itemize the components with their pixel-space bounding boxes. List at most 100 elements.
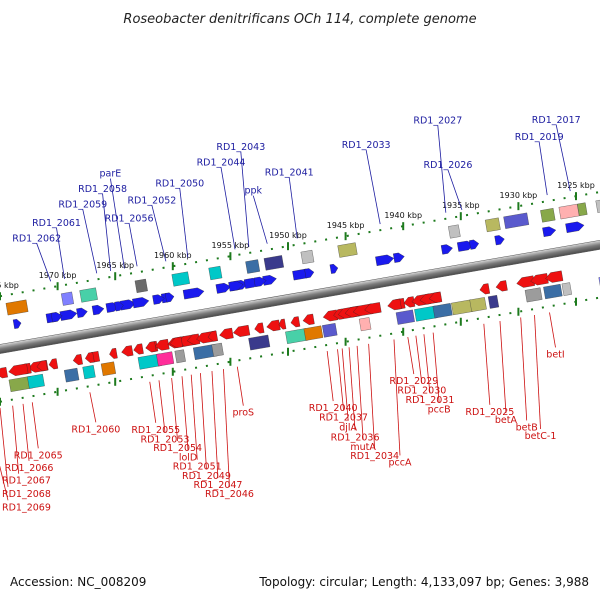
- forward-cds-arrow[interactable]: [50, 311, 63, 323]
- reverse-cds-arrow[interactable]: [154, 338, 170, 351]
- forward-gene-label[interactable]: RD1_2044: [197, 157, 246, 168]
- forward-gene-label[interactable]: RD1_2059: [58, 199, 107, 210]
- reverse-cds-arrow[interactable]: [48, 358, 59, 370]
- reverse-cds-arrow[interactable]: [186, 333, 201, 346]
- forward-cds-arrow[interactable]: [182, 287, 205, 300]
- reverse-gene-label[interactable]: RD1_2049: [182, 471, 231, 482]
- reverse-feature-box[interactable]: [487, 295, 500, 309]
- reverse-cds-arrow[interactable]: [109, 348, 118, 359]
- reverse-feature-box[interactable]: [358, 317, 372, 332]
- reverse-gene-label[interactable]: RD1_2030: [397, 386, 446, 397]
- reverse-cds-arrow[interactable]: [0, 367, 8, 379]
- forward-feature-box[interactable]: [5, 299, 29, 316]
- reverse-feature-box[interactable]: [64, 367, 80, 383]
- reverse-gene-label[interactable]: RD1_2051: [173, 462, 222, 473]
- reverse-cds-arrow[interactable]: [133, 343, 144, 355]
- forward-feature-box[interactable]: [558, 203, 580, 220]
- reverse-gene-label[interactable]: RD1_2029: [389, 376, 438, 387]
- reverse-feature-box[interactable]: [469, 297, 487, 312]
- forward-cds-arrow[interactable]: [440, 244, 453, 255]
- forward-gene-label[interactable]: RD1_2056: [105, 213, 154, 224]
- reverse-gene-label[interactable]: RD1_2034: [350, 451, 399, 462]
- reverse-gene-label[interactable]: RD1_2031: [405, 395, 454, 406]
- forward-cds-arrow[interactable]: [565, 221, 585, 233]
- reverse-feature-box[interactable]: [395, 309, 415, 325]
- forward-gene-label[interactable]: RD1_2043: [216, 142, 265, 153]
- reverse-feature-box[interactable]: [27, 373, 45, 389]
- forward-feature-box[interactable]: [540, 208, 556, 223]
- forward-feature-box[interactable]: [300, 249, 315, 265]
- forward-cds-arrow[interactable]: [114, 301, 124, 312]
- forward-cds-arrow[interactable]: [0, 322, 1, 334]
- reverse-cds-arrow[interactable]: [516, 275, 535, 289]
- forward-feature-box[interactable]: [79, 287, 98, 303]
- reverse-feature-box[interactable]: [432, 303, 453, 319]
- forward-feature-box[interactable]: [61, 291, 74, 306]
- reverse-gene-label[interactable]: djlA: [339, 422, 357, 433]
- forward-feature-box[interactable]: [595, 198, 600, 213]
- forward-feature-box[interactable]: [245, 259, 261, 274]
- reverse-cds-arrow[interactable]: [364, 302, 382, 315]
- reverse-feature-box[interactable]: [303, 325, 324, 341]
- forward-feature-box[interactable]: [134, 278, 148, 293]
- reverse-cds-arrow[interactable]: [428, 291, 443, 304]
- forward-gene-label[interactable]: parE: [100, 169, 122, 180]
- reverse-gene-label[interactable]: pccA: [388, 457, 411, 468]
- reverse-feature-box[interactable]: [322, 323, 338, 338]
- reverse-feature-box[interactable]: [543, 283, 563, 300]
- reverse-gene-label[interactable]: RD1_2037: [319, 412, 368, 423]
- forward-cds-arrow[interactable]: [152, 294, 165, 305]
- reverse-gene-label[interactable]: betC-1: [525, 431, 557, 442]
- forward-feature-box[interactable]: [503, 212, 530, 229]
- forward-cds-arrow[interactable]: [262, 274, 277, 286]
- forward-cds-arrow[interactable]: [164, 292, 175, 303]
- forward-gene-label[interactable]: ppk: [244, 186, 262, 197]
- reverse-gene-label[interactable]: RD1_2046: [205, 489, 254, 500]
- reverse-gene-label[interactable]: RD1_2069: [2, 502, 51, 513]
- reverse-cds-arrow[interactable]: [232, 324, 251, 338]
- forward-cds-arrow[interactable]: [304, 268, 315, 279]
- reverse-cds-arrow[interactable]: [145, 341, 157, 353]
- reverse-cds-arrow[interactable]: [278, 318, 287, 330]
- reverse-cds-arrow[interactable]: [387, 298, 402, 311]
- reverse-gene-label[interactable]: RD1_2053: [141, 434, 190, 445]
- reverse-feature-box[interactable]: [174, 349, 186, 364]
- forward-feature-box[interactable]: [208, 265, 223, 281]
- forward-cds-arrow[interactable]: [76, 307, 88, 318]
- reverse-gene-label[interactable]: proS: [233, 408, 255, 419]
- reverse-gene-label[interactable]: RD1_2040: [309, 403, 358, 414]
- reverse-cds-arrow[interactable]: [121, 345, 134, 357]
- reverse-gene-label[interactable]: pccB: [428, 405, 451, 416]
- reverse-gene-label[interactable]: lolD: [179, 452, 197, 463]
- forward-cds-arrow[interactable]: [542, 226, 557, 237]
- reverse-gene-label[interactable]: betB: [516, 422, 538, 433]
- reverse-cds-arrow[interactable]: [290, 316, 301, 328]
- reverse-feature-box[interactable]: [82, 365, 96, 380]
- reverse-gene-label[interactable]: RD1_2065: [14, 450, 63, 461]
- reverse-cds-arrow[interactable]: [530, 273, 549, 286]
- reverse-feature-box[interactable]: [156, 351, 175, 367]
- forward-feature-box[interactable]: [577, 202, 588, 217]
- reverse-feature-box[interactable]: [248, 334, 271, 351]
- forward-cds-arrow[interactable]: [228, 280, 244, 292]
- reverse-cds-arrow[interactable]: [219, 327, 234, 340]
- forward-gene-label[interactable]: RD1_2026: [424, 160, 473, 171]
- forward-gene-label[interactable]: RD1_2019: [515, 132, 564, 143]
- reverse-feature-box[interactable]: [211, 342, 224, 357]
- forward-gene-label[interactable]: RD1_2033: [342, 140, 391, 151]
- reverse-gene-label[interactable]: RD1_2047: [194, 480, 243, 491]
- reverse-gene-label[interactable]: RD1_2055: [131, 425, 180, 436]
- forward-gene-label[interactable]: RD1_2041: [265, 167, 314, 178]
- reverse-gene-label[interactable]: betI: [546, 349, 564, 360]
- reverse-cds-arrow[interactable]: [8, 363, 29, 377]
- forward-gene-label[interactable]: RD1_2050: [155, 179, 204, 190]
- forward-cds-arrow[interactable]: [12, 319, 22, 329]
- forward-feature-box[interactable]: [171, 271, 190, 287]
- reverse-gene-label[interactable]: RD1_2036: [331, 432, 380, 443]
- reverse-cds-arrow[interactable]: [72, 354, 83, 365]
- reverse-cds-arrow[interactable]: [302, 313, 315, 326]
- forward-cds-arrow[interactable]: [215, 282, 232, 294]
- reverse-gene-label[interactable]: RD1_2060: [71, 424, 120, 435]
- reverse-cds-arrow[interactable]: [545, 270, 564, 284]
- forward-cds-arrow[interactable]: [375, 254, 395, 266]
